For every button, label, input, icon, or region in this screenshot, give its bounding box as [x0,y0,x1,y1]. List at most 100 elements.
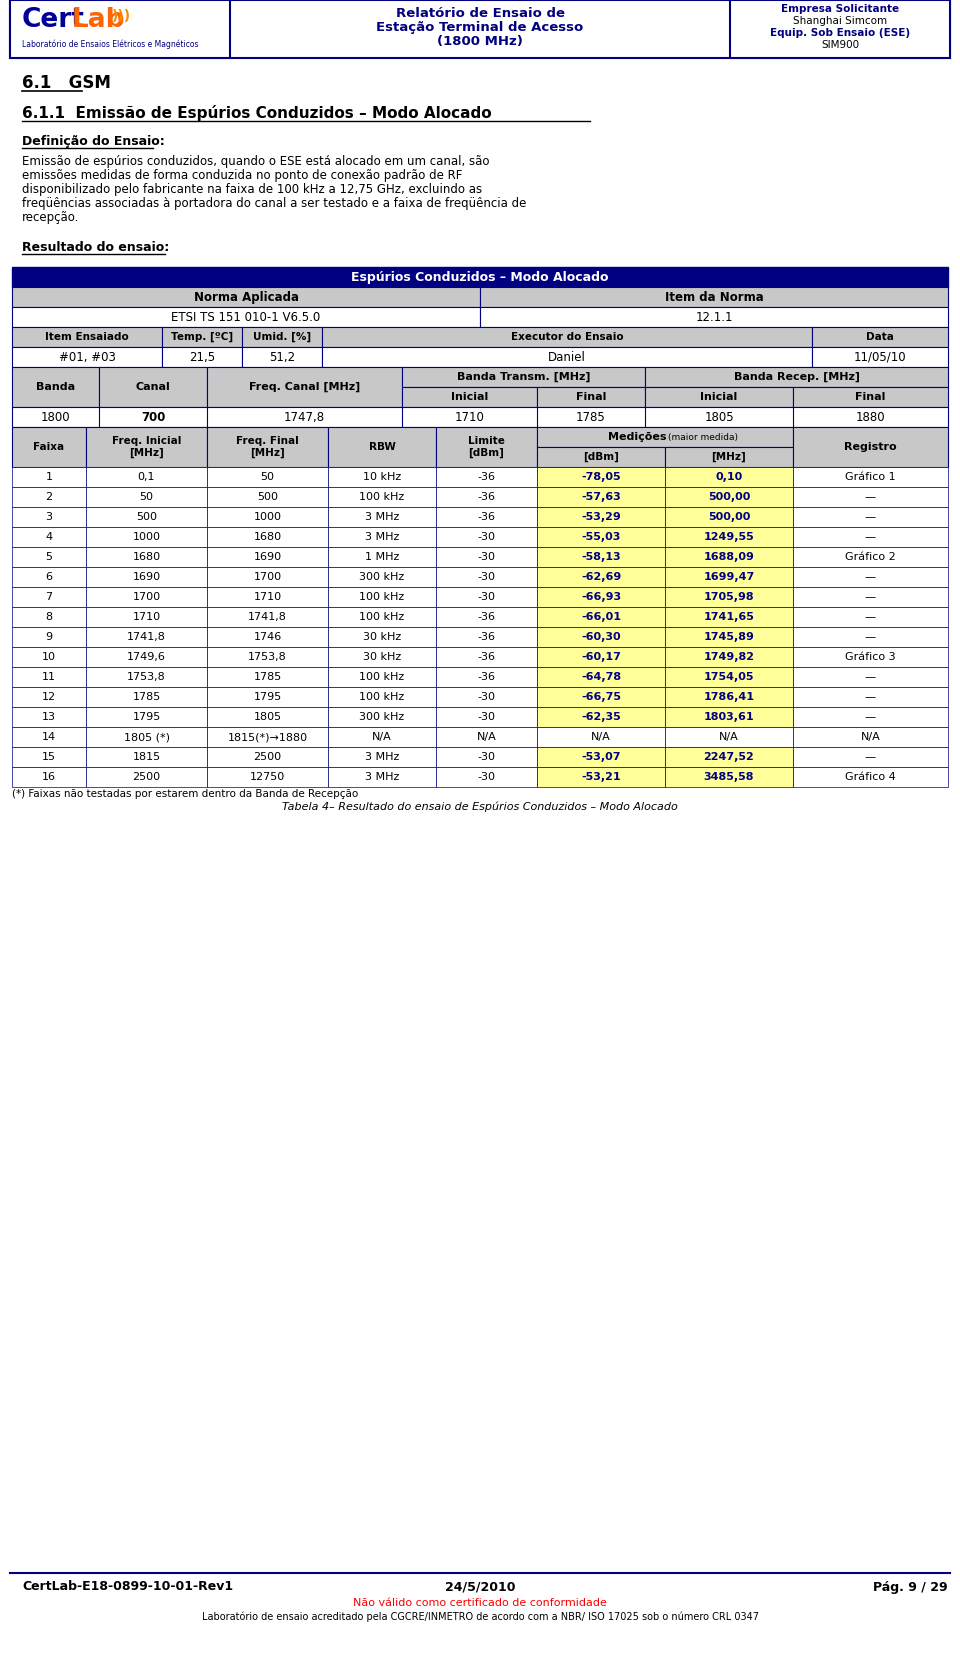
Bar [537,727,665,747]
Text: 1 MHz: 1 MHz [365,552,399,562]
Text: 1699,47: 1699,47 [704,572,755,582]
Text: Laboratório de ensaio acreditado pela CGCRE/INMETRO de acordo com a NBR/ ISO 170: Laboratório de ensaio acreditado pela CG… [202,1611,758,1623]
Text: 2500: 2500 [132,772,160,782]
Bar [793,387,948,407]
Text: 14: 14 [42,732,56,742]
Bar [207,747,328,767]
Bar [645,387,793,407]
Bar [665,627,793,647]
Text: -62,35: -62,35 [581,712,621,722]
Bar [537,607,665,627]
Bar [793,527,948,547]
Bar [812,327,948,347]
Bar [207,687,328,707]
Bar [402,387,537,407]
Bar [537,587,665,607]
Text: 0,10: 0,10 [715,472,743,482]
Bar [436,507,537,527]
Text: RBW: RBW [369,442,396,452]
Bar [665,447,793,467]
Bar [207,707,328,727]
Text: -66,01: -66,01 [581,612,621,622]
Bar [793,427,948,467]
Text: ))): ))) [112,8,132,23]
Bar [793,467,948,487]
Bar [86,667,207,687]
Text: SIM900: SIM900 [821,40,859,50]
Text: 1753,8: 1753,8 [248,652,287,662]
Text: 700: 700 [141,410,165,424]
Text: 1700: 1700 [253,572,281,582]
Bar [12,547,86,567]
Bar [86,627,207,647]
Text: -30: -30 [477,752,495,762]
Bar [436,527,537,547]
Text: Data: Data [866,332,894,342]
Text: 6.1   GSM: 6.1 GSM [22,73,110,92]
Bar [793,767,948,787]
Text: 1754,05: 1754,05 [704,672,755,682]
Text: -60,30: -60,30 [581,632,621,642]
Text: 11: 11 [42,672,56,682]
Text: —: — [865,692,876,702]
Text: 1249,55: 1249,55 [704,532,755,542]
Text: Gráfico 2: Gráfico 2 [845,552,896,562]
Bar [12,667,86,687]
Bar [793,587,948,607]
Text: 1745,89: 1745,89 [704,632,755,642]
Bar [162,347,242,367]
Text: Emissão de espúrios conduzidos, quando o ESE está alocado em um canal, são: Emissão de espúrios conduzidos, quando o… [22,155,490,167]
Bar [322,327,812,347]
Bar [207,767,328,787]
Text: (1800 MHz): (1800 MHz) [437,35,523,47]
Text: 500: 500 [136,512,157,522]
Bar [207,367,402,407]
Text: 1803,61: 1803,61 [704,712,755,722]
Text: 2: 2 [45,492,53,502]
Bar [537,627,665,647]
Text: —: — [865,512,876,522]
Text: —: — [865,752,876,762]
Text: 1785: 1785 [132,692,160,702]
Text: 1710: 1710 [455,410,485,424]
Text: 3 MHz: 3 MHz [365,532,399,542]
Text: 1785: 1785 [253,672,281,682]
Bar [537,527,665,547]
Bar [328,627,436,647]
Text: Freq. Inicial
[MHz]: Freq. Inicial [MHz] [111,435,181,459]
Text: emissões medidas de forma conduzida no ponto de conexão padrão de RF: emissões medidas de forma conduzida no p… [22,168,463,182]
Bar [436,487,537,507]
Text: 100 kHz: 100 kHz [359,492,404,502]
Text: Lab: Lab [72,7,126,33]
Bar [12,627,86,647]
Text: -66,75: -66,75 [581,692,621,702]
Bar [207,467,328,487]
Bar [730,0,950,58]
Text: 1: 1 [45,472,53,482]
Bar [665,487,793,507]
Text: 500,00: 500,00 [708,512,750,522]
Text: Gráfico 1: Gráfico 1 [845,472,896,482]
Text: Freq. Final
[MHz]: Freq. Final [MHz] [236,435,299,459]
Bar [537,547,665,567]
Text: N/A: N/A [476,732,496,742]
Text: 4: 4 [45,532,53,542]
Bar [328,707,436,727]
Bar [207,627,328,647]
Text: Final: Final [576,392,606,402]
Bar [86,687,207,707]
Bar [793,727,948,747]
Bar [328,607,436,627]
Text: Limite
[dBm]: Limite [dBm] [468,435,505,459]
Bar [537,487,665,507]
Text: —: — [865,572,876,582]
Text: Cert: Cert [22,7,84,33]
Bar [242,327,322,347]
Bar [207,727,328,747]
Text: recepção.: recepção. [22,210,80,224]
Text: -60,17: -60,17 [581,652,621,662]
Bar [12,767,86,787]
Text: N/A: N/A [719,732,739,742]
Text: 1800: 1800 [40,410,70,424]
Text: Gráfico 3: Gráfico 3 [845,652,896,662]
